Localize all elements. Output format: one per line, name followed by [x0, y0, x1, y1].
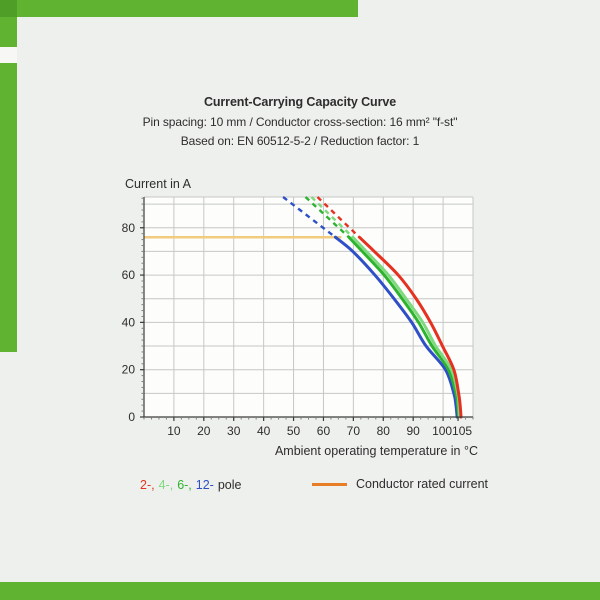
- x-tick-label: 20: [197, 424, 211, 438]
- y-tick-label: 20: [122, 363, 136, 377]
- legend-item-4: 4-,: [158, 478, 174, 492]
- brand-bar-top: [0, 0, 358, 17]
- x-tick-label: 30: [227, 424, 241, 438]
- rated-current-label: Conductor rated current: [356, 477, 489, 491]
- y-axis-title: Current in A: [125, 177, 192, 191]
- rated-current-line-swatch: [312, 482, 347, 486]
- curve-2-pole: [357, 235, 463, 419]
- chart-subtitle-basis: Based on: EN 60512-5-2 / Reduction facto…: [180, 134, 420, 148]
- legend-item-6: 6-,: [177, 478, 192, 492]
- legend-item-2: 2-,: [140, 478, 155, 492]
- legend-item-12: 12-: [195, 478, 214, 492]
- y-tick-label: 80: [122, 221, 136, 235]
- chart-subtitle-spec: Pin spacing: 10 mm / Conductor cross-sec…: [142, 115, 458, 129]
- brand-bar-bottom: [0, 582, 600, 600]
- x-tick-label: 105: [452, 424, 472, 438]
- x-tick-label: 90: [407, 424, 421, 438]
- curve-12-pole: [333, 235, 459, 419]
- chart-title: Current-Carrying Capacity Curve: [203, 95, 397, 109]
- x-tick-label: 100: [432, 424, 452, 438]
- curve-6-pole-dashed: [304, 196, 350, 239]
- plot-background: [144, 197, 473, 417]
- brand-bar-left-lower: [0, 63, 17, 352]
- legend-item-pole: pole: [217, 478, 242, 492]
- tick-labels: 10 20 30 40 50 60 70 80 90 100 105 0 20 40 60 80: [122, 221, 473, 438]
- x-tick-label: 10: [167, 424, 181, 438]
- gridlines: [144, 196, 474, 417]
- legend-pole-counts: 2-, 4-, 6-, 12- pole: [140, 478, 246, 492]
- brand-corner-square: [0, 0, 17, 17]
- x-tick-label: 70: [347, 424, 361, 438]
- x-tick-label: 80: [377, 424, 391, 438]
- y-tick-label: 60: [122, 268, 136, 282]
- x-tick-label: 40: [257, 424, 271, 438]
- y-tick-label: 40: [122, 315, 136, 329]
- curve-12-pole-dashed: [282, 196, 337, 239]
- brand-bar-left-gap: [0, 47, 17, 63]
- brand-bar-left-upper: [0, 17, 17, 47]
- x-axis-title: Ambient operating temperature in °C: [274, 444, 478, 458]
- major-ticks: [140, 227, 459, 421]
- y-tick-label: 0: [128, 410, 135, 424]
- legend-rated-current: Conductor rated current: [312, 476, 488, 492]
- x-tick-label: 60: [317, 424, 331, 438]
- curve-2-pole-dashed: [316, 196, 361, 239]
- x-tick-label: 50: [287, 424, 301, 438]
- curve-4-pole-dashed: [310, 196, 354, 239]
